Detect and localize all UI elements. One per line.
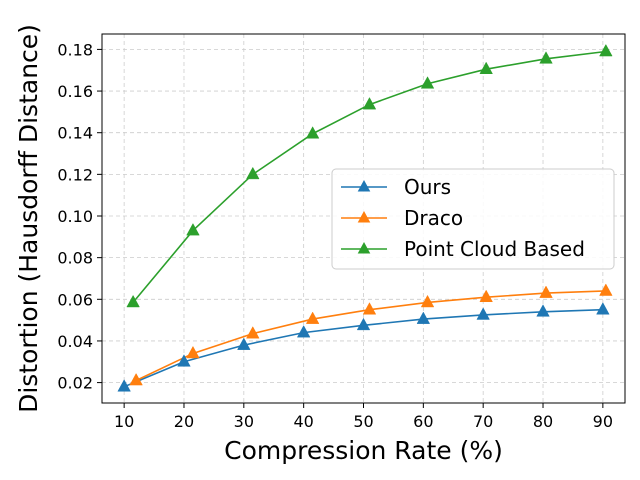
y-tick-label: 0.12 [57,165,93,184]
data-point-draco [420,294,435,308]
data-point-point-cloud-based [539,51,553,64]
legend: Ours Draco Point Cloud Based [331,168,615,270]
data-point-draco [539,285,553,298]
x-tick-label: 90 [593,412,613,431]
series-markers [117,43,613,392]
legend-box [331,168,615,270]
legend-marker-point-cloud-based [357,242,371,254]
data-point-draco [246,326,260,339]
data-point-point-cloud-based [420,76,435,89]
x-tick-label: 30 [234,412,254,431]
y-tick-label: 0.18 [57,40,93,59]
y-tick-label: 0.06 [57,290,93,309]
data-point-ours [476,307,490,320]
y-tick-label: 0.08 [57,249,93,268]
data-point-ours [356,317,371,331]
y-tick-label: 0.02 [57,374,93,393]
data-point-ours [596,302,610,315]
data-point-point-cloud-based [599,43,613,57]
data-point-draco [599,283,613,296]
x-tick-label: 40 [293,412,313,431]
data-point-point-cloud-based [362,97,377,110]
x-tick-label: 50 [353,412,373,431]
data-point-draco [305,311,320,324]
x-tick-label: 60 [413,412,433,431]
x-axis-title: Compression Rate (%) [224,436,503,465]
legend-marker-draco [357,211,371,223]
data-point-draco [479,289,493,303]
data-point-point-cloud-based [479,61,493,74]
y-tick-label: 0.16 [57,82,93,101]
y-axis-ticks: 0.02 0.04 0.06 0.08 0.10 0.12 0.14 0.16 0.18 [57,40,102,393]
data-point-draco [129,372,143,386]
data-point-point-cloud-based [186,223,200,236]
y-tick-label: 0.04 [57,332,93,351]
x-tick-label: 80 [533,412,553,431]
data-point-ours [416,311,431,324]
data-point-point-cloud-based [305,126,320,139]
legend-label-draco: Draco [404,206,463,230]
data-point-ours [536,304,550,317]
x-tick-label: 20 [174,412,194,431]
x-tick-label: 10 [114,412,134,431]
x-tick-label: 70 [473,412,493,431]
x-axis-ticks: 10 20 30 40 50 60 70 80 90 [114,403,613,431]
data-point-ours [117,379,131,392]
data-point-draco [186,345,200,359]
y-tick-label: 0.10 [57,207,93,226]
legend-marker-ours [357,180,371,192]
y-axis-title: Distortion (Hausdorff Distance) [14,24,43,413]
legend-label-ours: Ours [404,175,451,199]
data-point-draco [362,302,377,315]
data-point-ours [296,325,311,338]
data-point-ours [177,354,191,367]
data-point-ours [237,337,251,350]
data-point-point-cloud-based [246,166,260,180]
data-point-point-cloud-based [126,294,140,308]
legend-label-point-cloud-based: Point Cloud Based [404,237,585,261]
y-tick-label: 0.14 [57,124,93,143]
